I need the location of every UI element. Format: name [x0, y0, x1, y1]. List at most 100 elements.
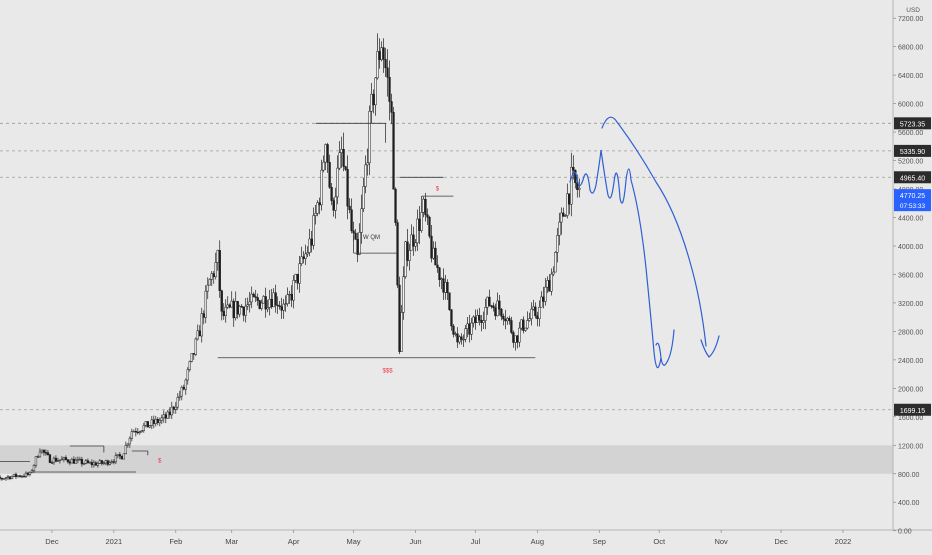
candle-body [548, 280, 551, 292]
candle-body [370, 93, 373, 112]
candle-body [188, 361, 191, 370]
candle-body [528, 318, 531, 321]
price-level-tag-label: 5335.90 [900, 149, 925, 156]
candle-body [22, 475, 26, 478]
candle-body [378, 51, 381, 61]
candle-body [568, 193, 571, 205]
candle-body [474, 316, 477, 323]
candle-body [274, 292, 277, 306]
candle-body [440, 278, 443, 280]
candle-body [258, 300, 261, 309]
candle-body [174, 406, 177, 410]
y-tick-label: 5200.00 [898, 159, 923, 166]
candle-body [482, 320, 485, 323]
candle-body [530, 308, 533, 319]
candle-body [118, 454, 121, 457]
candle-body [356, 239, 359, 255]
candle-body [366, 162, 369, 166]
candle-body [268, 299, 271, 308]
candle-body [398, 284, 401, 352]
y-tick-label: 3600.00 [898, 272, 923, 279]
candle-body [360, 208, 363, 233]
candle-body [552, 271, 555, 275]
candle-body [242, 306, 245, 316]
candle-body [180, 386, 183, 397]
candle-body [326, 144, 329, 163]
candle-body [212, 273, 215, 277]
candle-body [458, 336, 461, 343]
candle-body [518, 327, 521, 343]
currency-label: USD [906, 7, 920, 14]
candle-body [284, 303, 287, 305]
candle-body [436, 264, 439, 269]
candle-body [152, 419, 155, 424]
candle-body [328, 162, 331, 188]
candle-body [72, 458, 76, 464]
candle-body [142, 425, 145, 431]
candle-body [362, 186, 365, 210]
annotation-label: $ [158, 458, 162, 464]
candle-body [112, 461, 116, 463]
candle-body [446, 282, 449, 294]
candle-body [352, 230, 355, 234]
candle-body [148, 425, 151, 428]
candle-body [38, 451, 42, 458]
candle-body [166, 411, 169, 419]
candle-body [428, 216, 431, 237]
candle-body [438, 267, 441, 280]
candle-body [66, 459, 70, 463]
candle-body [292, 280, 295, 301]
candle-body [136, 431, 139, 434]
candle-body [34, 456, 38, 466]
candle-body [404, 241, 407, 277]
candle-body [176, 397, 179, 408]
candle-body [484, 307, 487, 321]
candle-body [224, 306, 227, 316]
candle-body [562, 212, 565, 217]
candle-body [368, 111, 371, 164]
price-level-tag-label: 1699.15 [900, 408, 925, 415]
candle-body [390, 101, 393, 113]
support-zone [0, 445, 893, 474]
candle-body [116, 454, 120, 456]
candle-body [252, 293, 255, 297]
current-price-tag [894, 189, 931, 212]
candle-body [12, 473, 16, 477]
candle-body [456, 333, 459, 343]
x-tick-label: Apr [288, 537, 300, 546]
candle-body [110, 461, 114, 463]
y-tick-label: 2000.00 [898, 386, 923, 393]
candle-body [374, 77, 377, 106]
candle-body [286, 294, 289, 304]
x-tick-label: 2021 [106, 537, 123, 546]
candle-body [0, 476, 2, 479]
candle-body [566, 193, 569, 216]
price-level-tag-label: 5723.35 [900, 121, 925, 128]
candle-body [564, 215, 567, 217]
candle-body [144, 421, 147, 426]
candle-body [168, 411, 171, 416]
candle-body [216, 250, 219, 263]
candle-body [420, 212, 423, 231]
candle-body [358, 232, 361, 255]
candle-body [540, 296, 543, 308]
candle-body [86, 460, 90, 463]
candle-body [100, 460, 104, 464]
candle-body [452, 325, 455, 335]
x-tick-label: Dec [45, 537, 59, 546]
y-tick-label: 400.00 [898, 500, 920, 507]
candle-body [324, 144, 327, 163]
candle-body [68, 461, 72, 464]
y-tick-label: 2400.00 [898, 358, 923, 365]
candle-body [26, 472, 30, 475]
candle-body [450, 309, 453, 327]
candle-body [514, 335, 517, 343]
candle-body [170, 406, 173, 416]
candle-body [460, 336, 463, 340]
candle-body [186, 369, 189, 381]
candle-body [322, 161, 325, 171]
candle-body [402, 276, 405, 313]
candle-body [468, 323, 471, 335]
candle-body [172, 406, 175, 410]
